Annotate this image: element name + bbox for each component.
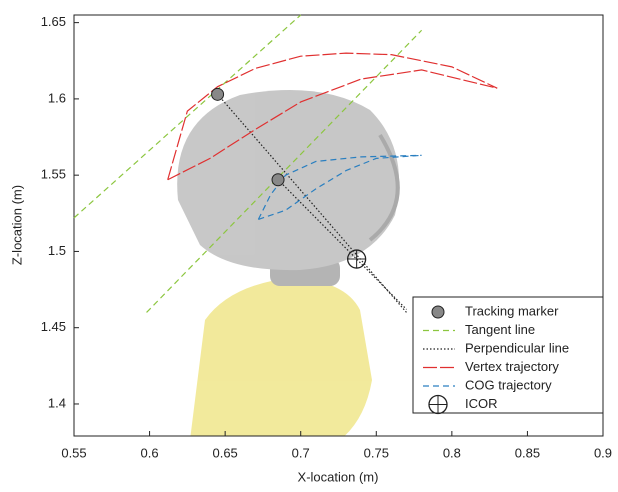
legend-label: ICOR: [465, 396, 498, 411]
x-tick-label: 0.55: [61, 445, 86, 460]
legend-label: Vertex trajectory: [465, 359, 559, 374]
y-tick-label: 1.6: [48, 90, 66, 105]
x-tick-label: 0.75: [364, 445, 389, 460]
figure-head: [177, 90, 399, 270]
y-tick-label: 1.65: [41, 14, 66, 29]
x-tick-label: 0.6: [141, 445, 159, 460]
tracking-marker: [212, 88, 224, 100]
y-tick-label: 1.4: [48, 395, 66, 410]
chart: X-location (m) Z-location (m) 0.55 0.6 0.6…: [0, 0, 618, 492]
background-figure: [177, 90, 399, 440]
page: {"chart_data": { "type": "line", "xlabel…: [0, 0, 618, 492]
x-tick-label: 0.85: [515, 445, 540, 460]
y-tick-label: 1.5: [48, 243, 66, 258]
x-axis-label: X-location (m): [298, 469, 379, 484]
legend-label: Tracking marker: [465, 303, 559, 318]
y-tick-label: 1.55: [41, 167, 66, 182]
x-tick-label: 0.65: [212, 445, 237, 460]
legend-label: Perpendicular line: [465, 340, 569, 355]
y-tick-label: 1.45: [41, 319, 66, 334]
tracking-marker: [272, 174, 284, 186]
tracking-marker: [432, 306, 444, 318]
x-tick-label: 0.8: [443, 445, 461, 460]
figure-torso: [190, 278, 372, 440]
y-axis-label: Z-location (m): [9, 185, 24, 265]
x-tick-label: 0.7: [292, 445, 310, 460]
x-tick-label: 0.9: [594, 445, 612, 460]
legend-label: Tangent line: [465, 322, 535, 337]
legend-label: COG trajectory: [465, 377, 552, 392]
